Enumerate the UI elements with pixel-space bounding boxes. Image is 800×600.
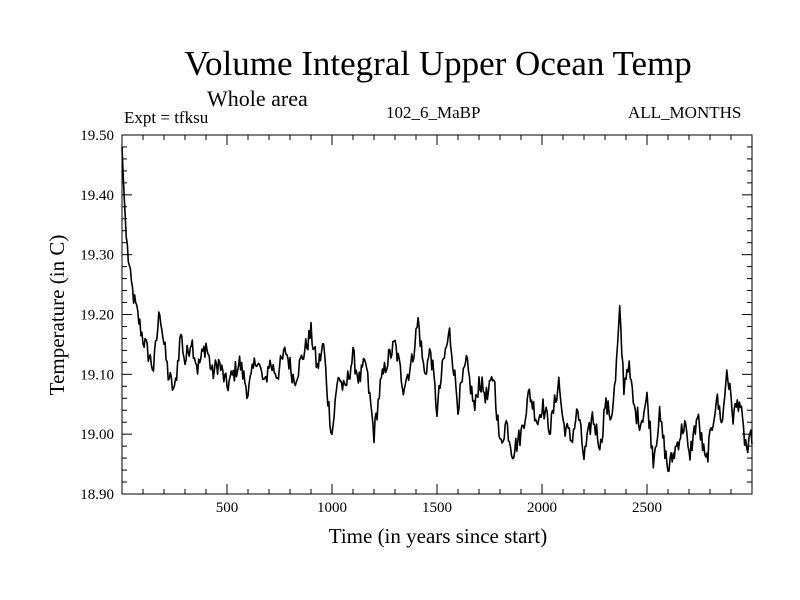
months-label: ALL_MONTHS bbox=[628, 103, 742, 122]
y-tick-label: 19.50 bbox=[80, 128, 114, 144]
y-axis-label: Temperature (in C) bbox=[45, 235, 69, 396]
x-tick-label: 2000 bbox=[527, 500, 557, 516]
y-tick-label: 19.40 bbox=[80, 188, 114, 204]
chart-subtitle: Whole area bbox=[207, 86, 308, 111]
y-tick-label: 18.90 bbox=[80, 487, 114, 503]
y-tick-label: 19.00 bbox=[80, 427, 114, 443]
x-tick-label: 1500 bbox=[422, 500, 452, 516]
y-tick-label: 19.10 bbox=[80, 367, 114, 383]
y-tick-label: 19.30 bbox=[80, 248, 114, 264]
series-line bbox=[121, 146, 753, 473]
x-tick-label: 2500 bbox=[632, 500, 662, 516]
y-tick-label: 19.20 bbox=[80, 308, 114, 324]
x-tick-label: 500 bbox=[216, 500, 239, 516]
run-id-label: 102_6_MaBP bbox=[386, 103, 481, 122]
experiment-label: Expt = tfksu bbox=[124, 108, 209, 127]
x-axis-ticks: 500 1000 1500 2000 2500 bbox=[142, 135, 732, 516]
x-axis-label: Time (in years since start) bbox=[328, 524, 548, 548]
chart-title: Volume Integral Upper Ocean Temp bbox=[184, 44, 692, 83]
x-tick-label: 1000 bbox=[317, 500, 347, 516]
y-axis-ticks: 18.90 19.00 19.10 19.20 19.30 19.40 19.50 bbox=[80, 128, 752, 503]
